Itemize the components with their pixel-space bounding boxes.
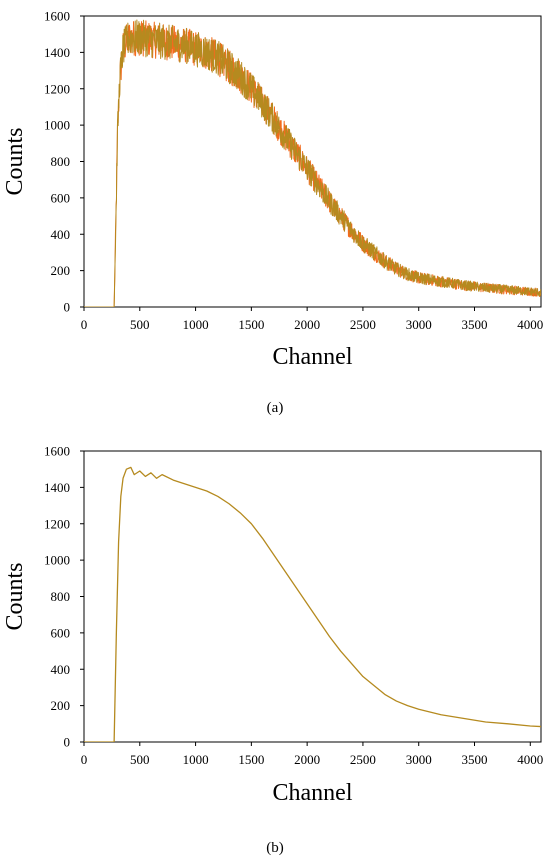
y-tick-label: 600	[51, 625, 71, 640]
y-tick-label: 1400	[44, 480, 70, 495]
x-tick-label: 1500	[238, 317, 264, 332]
x-axis-title: Channel	[273, 344, 353, 370]
x-tick-label: 3500	[462, 752, 488, 767]
x-axis-title: Channel	[273, 780, 353, 806]
series-line	[84, 19, 541, 307]
plot-frame	[83, 450, 542, 743]
panel-label: (a)	[267, 400, 284, 416]
x-tick-label: 3500	[462, 317, 488, 332]
x-tick-label: 2000	[294, 752, 320, 767]
y-tick-label: 400	[51, 227, 71, 242]
y-tick-label: 0	[64, 300, 71, 315]
y-tick-label: 400	[51, 662, 71, 677]
x-tick-label: 0	[81, 752, 88, 767]
x-tick-label: 2500	[350, 752, 376, 767]
y-tick-label: 1600	[44, 9, 70, 24]
y-tick-label: 200	[51, 698, 71, 713]
panel-label: (b)	[266, 840, 284, 856]
x-tick-label: 0	[81, 317, 88, 332]
y-tick-label: 1200	[44, 81, 70, 96]
chart-panel-a: 0 200 400 600 800 1000 1200 1400 1600 0 500 1000 150…	[0, 0, 550, 432]
chart-b-svg: 0 200 400 600 800 1000 1200 1400 1600 0 500 1000 150…	[2, 444, 543, 857]
y-tick-label: 1000	[44, 553, 70, 568]
chart-panel-b: 0 200 400 600 800 1000 1200 1400 1600 0 500 1000 150…	[0, 432, 550, 865]
x-tick-label: 4000	[517, 752, 543, 767]
y-tick-label: 1400	[44, 45, 70, 60]
series-line	[84, 466, 541, 742]
y-axis-title: Counts	[2, 127, 28, 195]
x-tick-label: 2000	[294, 317, 320, 332]
x-tick-label: 3000	[406, 317, 432, 332]
x-tick-label: 2500	[350, 317, 376, 332]
y-tick-label: 1000	[44, 118, 70, 133]
x-tick-label: 1000	[183, 317, 209, 332]
x-tick-label: 1500	[238, 752, 264, 767]
y-tick-label: 200	[51, 263, 71, 278]
y-tick-label: 0	[64, 735, 71, 750]
y-tick-label: 1200	[44, 516, 70, 531]
chart-a-svg: 0 200 400 600 800 1000 1200 1400 1600 0 500 1000 150…	[2, 9, 543, 417]
y-axis-title: Counts	[2, 562, 28, 630]
x-tick-label: 4000	[517, 317, 543, 332]
plot-frame	[83, 15, 542, 308]
x-tick-label: 1000	[183, 752, 209, 767]
y-tick-label: 800	[51, 589, 71, 604]
x-tick-label: 500	[130, 752, 150, 767]
y-tick-label: 800	[51, 154, 71, 169]
x-tick-label: 500	[130, 317, 150, 332]
series-line	[84, 20, 541, 307]
x-tick-label: 3000	[406, 752, 432, 767]
y-tick-label: 1600	[44, 444, 70, 459]
y-tick-label: 600	[51, 190, 71, 205]
